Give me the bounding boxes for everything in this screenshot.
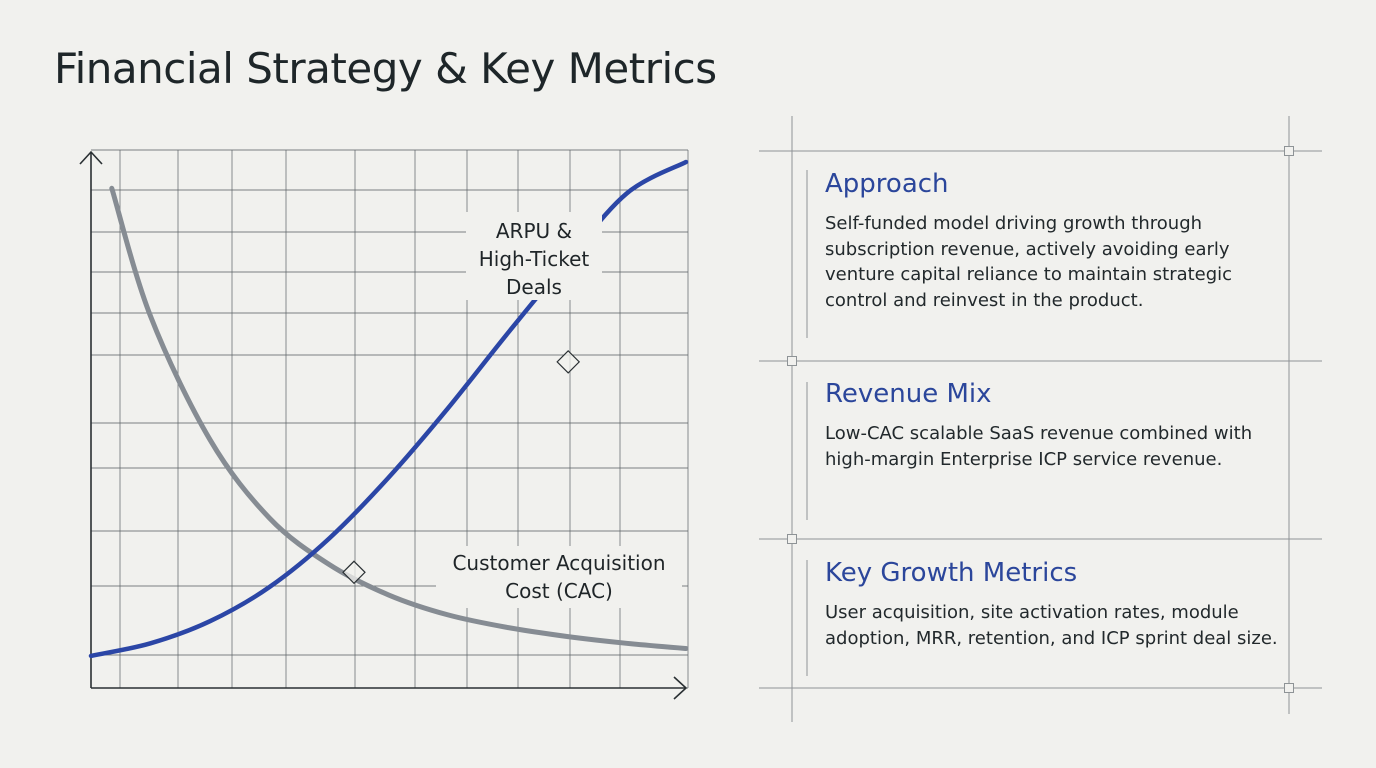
annotation-label-arpu: High-Ticket (479, 247, 590, 271)
corner-mark (787, 534, 797, 544)
diamond-marker-icon (342, 560, 366, 585)
annotation-plate (466, 212, 602, 300)
annotation-label-arpu: ARPU & (496, 219, 572, 243)
diamond-marker-icon (556, 350, 581, 374)
annotation-label-cac: Cost (CAC) (505, 579, 613, 603)
y-axis-arrow-icon (79, 150, 103, 165)
section-title-revenue-mix: Revenue Mix (825, 379, 992, 409)
section-body-approach: Self-funded model driving growth through… (825, 213, 1233, 311)
annotation-label-cac: Customer Acquisition (452, 551, 665, 575)
chart-annotations: ARPU & High-Ticket Deals Customer Acquisiti… (436, 212, 682, 608)
annotation-plate (436, 546, 682, 608)
corner-mark (787, 356, 797, 366)
corner-mark (1284, 146, 1294, 156)
annotation-label-arpu: Deals (506, 275, 562, 299)
section-body-key-growth-metrics: User acquisition, site activation rates,… (825, 602, 1278, 649)
section-key-growth-metrics: Key Growth Metrics User acquisition, sit… (825, 557, 1295, 651)
growth-chart: ARPU & High-Ticket Deals Customer Acquisiti… (79, 149, 689, 700)
section-body-revenue-mix: Low-CAC scalable SaaS revenue combined w… (825, 423, 1253, 470)
page-title: Financial Strategy & Key Metrics (54, 44, 717, 93)
chart-markers (342, 350, 581, 585)
x-axis-arrow-icon (673, 676, 688, 700)
section-title-approach: Approach (825, 169, 949, 199)
section-title-key-growth-metrics: Key Growth Metrics (825, 558, 1078, 588)
section-approach: Approach Self-funded model driving growt… (825, 168, 1295, 313)
corner-mark (1284, 683, 1294, 693)
section-revenue-mix: Revenue Mix Low-CAC scalable SaaS revenu… (825, 378, 1295, 472)
chart-axes (79, 150, 688, 700)
